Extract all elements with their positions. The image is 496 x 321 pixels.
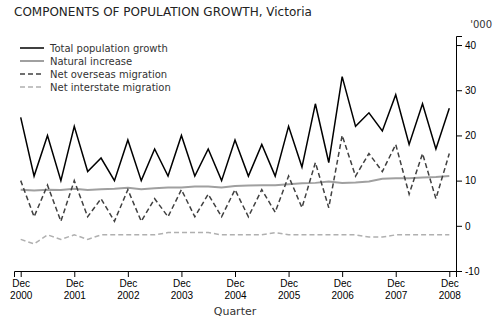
y-tick: 20 <box>456 130 477 141</box>
x-axis-title: Quarter <box>214 305 257 318</box>
x-tick-mark <box>342 271 343 277</box>
y-tick-label: 40 <box>465 40 477 51</box>
legend: Total population growth Natural increase N… <box>20 43 171 93</box>
legend-item: Total population growth <box>20 43 168 54</box>
y-tick: 40 <box>456 40 477 51</box>
legend-swatch <box>20 60 44 62</box>
x-axis-line <box>15 272 457 278</box>
x-tick: Dec2002 <box>117 271 140 301</box>
x-tick-label: Dec2004 <box>224 278 247 301</box>
y-tick-mark <box>456 135 462 136</box>
y-axis-title: '000 <box>470 19 492 30</box>
y-tick-label: -10 <box>465 266 480 277</box>
legend-label: Total population growth <box>49 43 168 54</box>
legend-item: Net interstate migration <box>20 82 171 93</box>
y-tick-label: 0 <box>465 221 471 232</box>
y-tick-label: 30 <box>465 85 477 96</box>
series-line <box>21 233 450 244</box>
series-line <box>21 135 450 221</box>
legend-item: Natural increase <box>20 56 132 67</box>
y-tick-mark <box>456 90 462 91</box>
x-tick-mark <box>74 271 75 277</box>
y-axis: -10 0 10 20 30 40 <box>456 37 480 277</box>
x-tick: Dec2008 <box>439 271 462 301</box>
x-tick-mark <box>181 271 182 277</box>
x-tick-label: Dec2002 <box>117 278 140 301</box>
x-axis: Dec2000 Dec2001 Dec2002 Dec2003 Dec2004 Dec20… <box>10 271 461 301</box>
x-tick-label: Dec2003 <box>171 278 194 301</box>
y-tick: 10 <box>456 175 477 186</box>
lines <box>21 77 450 244</box>
y-tick-label: 20 <box>465 130 477 141</box>
y-axis-line <box>457 37 463 272</box>
x-tick-mark <box>235 271 236 277</box>
x-tick-label: Dec2006 <box>332 278 355 301</box>
x-tick-mark <box>128 271 129 277</box>
y-tick: -10 <box>456 266 480 277</box>
legend-swatch <box>20 86 44 88</box>
legend-item: Net overseas migration <box>20 69 167 80</box>
chart: Dec2000 Dec2001 Dec2002 Dec2003 Dec2004 Dec20… <box>0 0 496 321</box>
x-tick: Dec2000 <box>10 271 33 301</box>
x-tick-mark <box>289 271 290 277</box>
legend-label: Natural increase <box>50 56 132 67</box>
x-tick-label: Dec2001 <box>64 278 87 301</box>
series-line <box>21 176 450 190</box>
x-tick: Dec2004 <box>224 271 247 301</box>
x-tick: Dec2007 <box>385 271 408 301</box>
legend-swatch <box>20 73 44 75</box>
x-tick-label: Dec2005 <box>278 278 301 301</box>
y-tick-label: 10 <box>465 175 477 186</box>
x-tick: Dec2003 <box>171 271 194 301</box>
y-tick-mark <box>456 45 462 46</box>
x-tick-label: Dec2007 <box>385 278 408 301</box>
x-tick-mark <box>396 271 397 277</box>
y-tick-mark <box>456 226 462 227</box>
x-tick-label: Dec2008 <box>439 278 462 301</box>
y-tick: 0 <box>456 221 471 232</box>
legend-label: Net overseas migration <box>50 69 167 80</box>
y-tick-mark <box>456 181 462 182</box>
x-tick-label: Dec2000 <box>10 278 33 301</box>
y-tick-mark <box>456 271 462 272</box>
x-tick-mark <box>21 271 22 277</box>
x-tick: Dec2001 <box>64 271 87 301</box>
plot: Dec2000 Dec2001 Dec2002 Dec2003 Dec2004 Dec20… <box>10 37 480 301</box>
legend-swatch <box>20 47 44 49</box>
y-tick: 30 <box>456 85 477 96</box>
legend-label: Net interstate migration <box>50 82 171 93</box>
x-tick: Dec2006 <box>332 271 355 301</box>
x-tick-mark <box>449 271 450 277</box>
x-tick: Dec2005 <box>278 271 301 301</box>
title: COMPONENTS OF POPULATION GROWTH, Victori… <box>14 5 312 19</box>
